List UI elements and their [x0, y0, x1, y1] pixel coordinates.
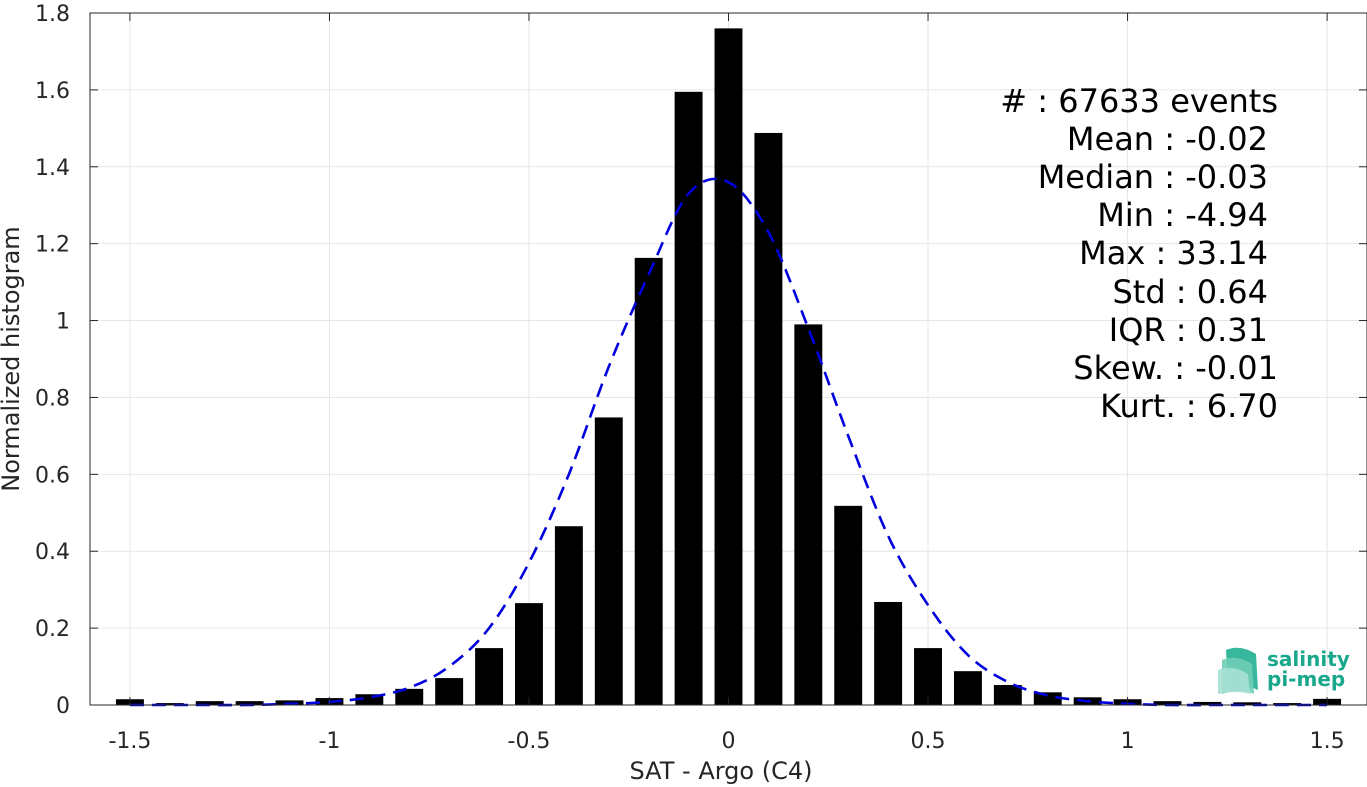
y-tick-label: 0: [56, 694, 70, 719]
stats-skew: Skew. : -0.01: [1073, 349, 1278, 387]
histogram-bar: [515, 603, 543, 705]
x-tick-label: -1: [318, 729, 340, 754]
histogram-bar: [155, 703, 184, 705]
y-tick-label: 1.2: [35, 233, 70, 258]
y-tick-label: 0.2: [35, 617, 70, 642]
salinity-pimep-logo: salinity pi-mep: [1218, 647, 1350, 694]
fit-curve: [129, 177, 1328, 707]
histogram-bar: [475, 648, 504, 705]
stats-min: Min : -4.94: [1097, 196, 1268, 234]
stats-median: Median : -0.03: [1038, 158, 1268, 196]
histogram-bar: [874, 601, 903, 705]
logo-line2: pi-mep: [1267, 667, 1345, 691]
stats-events: # : 67633 events: [1000, 82, 1278, 120]
stats-std: Std : 0.64: [1112, 273, 1268, 311]
histogram-bar: [914, 648, 942, 705]
x-tick-label: 1.5: [1310, 729, 1345, 754]
x-axis-label: SAT - Argo (C4): [630, 757, 813, 785]
stats-max: Max : 33.14: [1079, 234, 1268, 272]
y-axis-label: Normalized histogram: [0, 226, 25, 491]
histogram-bar: [834, 505, 863, 705]
y-axis-ticks: 0 0.2 0.4 0.6 0.8 1 1.2 1.4 1.6 1.8: [35, 2, 1367, 719]
y-tick-label: 0.8: [35, 386, 70, 411]
histogram-bar: [195, 701, 224, 705]
stats-iqr: IQR : 0.31: [1109, 311, 1268, 349]
y-tick-label: 1.4: [35, 156, 70, 181]
y-tick-label: 1.6: [35, 79, 70, 104]
logo-line1: salinity: [1267, 647, 1350, 671]
histogram-bar: [993, 685, 1022, 705]
histogram-bars: [115, 28, 1342, 706]
y-tick-label: 1.8: [35, 2, 70, 27]
histogram-bar: [395, 688, 424, 705]
y-tick-label: 0.6: [35, 463, 70, 488]
histogram-bar: [953, 671, 982, 705]
histogram-bar: [714, 28, 743, 705]
histogram-bar: [235, 701, 264, 705]
histogram-bar: [554, 526, 583, 705]
histogram-bar: [1153, 701, 1182, 705]
stats-box: # : 67633 events Mean : -0.02 Median : -…: [1000, 82, 1278, 425]
x-tick-label: -0.5: [508, 729, 551, 754]
stats-kurt: Kurt. : 6.70: [1100, 387, 1278, 425]
histogram-bar: [1033, 692, 1062, 705]
y-tick-label: 1: [56, 310, 70, 335]
x-axis-ticks: -1.5 -1 -0.5 0 0.5 1 1.5: [108, 13, 1345, 754]
x-tick-label: 1: [1121, 729, 1135, 754]
histogram-bar: [1193, 701, 1222, 705]
x-tick-label: 0: [722, 729, 736, 754]
histogram-bar: [355, 694, 384, 705]
histogram-bar: [794, 324, 823, 705]
histogram-bar: [674, 91, 703, 706]
histogram-bar: [594, 417, 623, 705]
stats-mean: Mean : -0.02: [1067, 120, 1268, 158]
histogram-bar: [435, 678, 464, 705]
histogram-bar: [754, 132, 783, 706]
histogram-bar: [1233, 702, 1262, 705]
x-tick-label: -1.5: [108, 729, 151, 754]
wave-logo-icon: [1218, 647, 1258, 694]
histogram-bar: [634, 257, 663, 705]
y-tick-label: 0.4: [35, 540, 70, 565]
x-tick-label: 0.5: [911, 729, 946, 754]
